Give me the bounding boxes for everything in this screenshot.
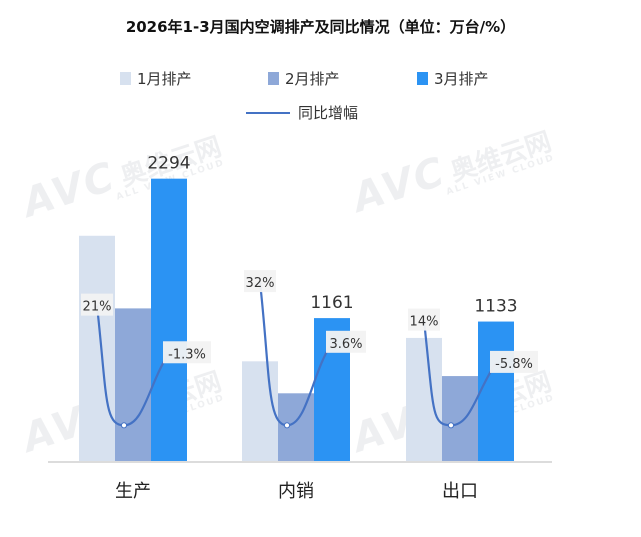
bar-1-2 bbox=[406, 337, 442, 461]
category-label: 生产 bbox=[115, 481, 151, 502]
bar-2-0 bbox=[115, 308, 151, 461]
chart-title: 2026年1-3月国内空调排产及同比情况（单位：万台/%） bbox=[125, 18, 516, 36]
yoy-label-box bbox=[490, 350, 538, 373]
legend-item-m3: 3月排产 bbox=[417, 68, 489, 89]
legend-swatch-m1 bbox=[120, 72, 131, 85]
yoy-point bbox=[283, 422, 291, 429]
yoy-label-box bbox=[163, 341, 211, 364]
yoy-label: -1.3% bbox=[168, 347, 206, 362]
yoy-label-box bbox=[326, 330, 366, 353]
legend-line-swatch bbox=[246, 111, 290, 114]
category-label: 出口 bbox=[442, 481, 478, 502]
bar-1-0 bbox=[79, 235, 115, 461]
legend-item-m2: 2月排产 bbox=[268, 68, 340, 89]
yoy-label: 14% bbox=[410, 315, 439, 330]
yoy-label-box bbox=[408, 308, 440, 331]
legend-item-line: 同比增幅 bbox=[246, 102, 358, 123]
legend-label-m1: 1月排产 bbox=[137, 70, 192, 88]
yoy-point bbox=[447, 422, 455, 429]
bar-value-label: 1133 bbox=[474, 297, 517, 317]
yoy-label: -5.8% bbox=[495, 357, 533, 372]
legend-label-m3: 3月排产 bbox=[434, 70, 489, 88]
category-label: 内销 bbox=[278, 481, 314, 502]
yoy-label-box bbox=[81, 293, 113, 316]
bar-3-0 bbox=[151, 178, 187, 461]
legend-item-m1: 1月排产 bbox=[120, 68, 192, 89]
yoy-label-box bbox=[244, 270, 276, 293]
legend-label-m2: 2月排产 bbox=[285, 70, 340, 88]
legend-label-line: 同比增幅 bbox=[298, 104, 359, 122]
bar-2-2 bbox=[442, 376, 478, 461]
yoy-label: 32% bbox=[246, 276, 275, 291]
yoy-label: 21% bbox=[83, 300, 112, 315]
bar-1-1 bbox=[242, 361, 278, 461]
bar-2-1 bbox=[278, 393, 314, 461]
bar-value-label: 2294 bbox=[147, 154, 190, 174]
legend: 1月排产 2月排产 3月排产 同比增幅 bbox=[0, 0, 641, 140]
legend-swatch-m2 bbox=[268, 72, 279, 85]
bar-3-2 bbox=[478, 321, 514, 461]
yoy-label: 3.6% bbox=[329, 337, 362, 352]
yoy-point bbox=[120, 422, 128, 429]
legend-swatch-m3 bbox=[417, 72, 428, 85]
bar-value-label: 1161 bbox=[310, 293, 353, 313]
